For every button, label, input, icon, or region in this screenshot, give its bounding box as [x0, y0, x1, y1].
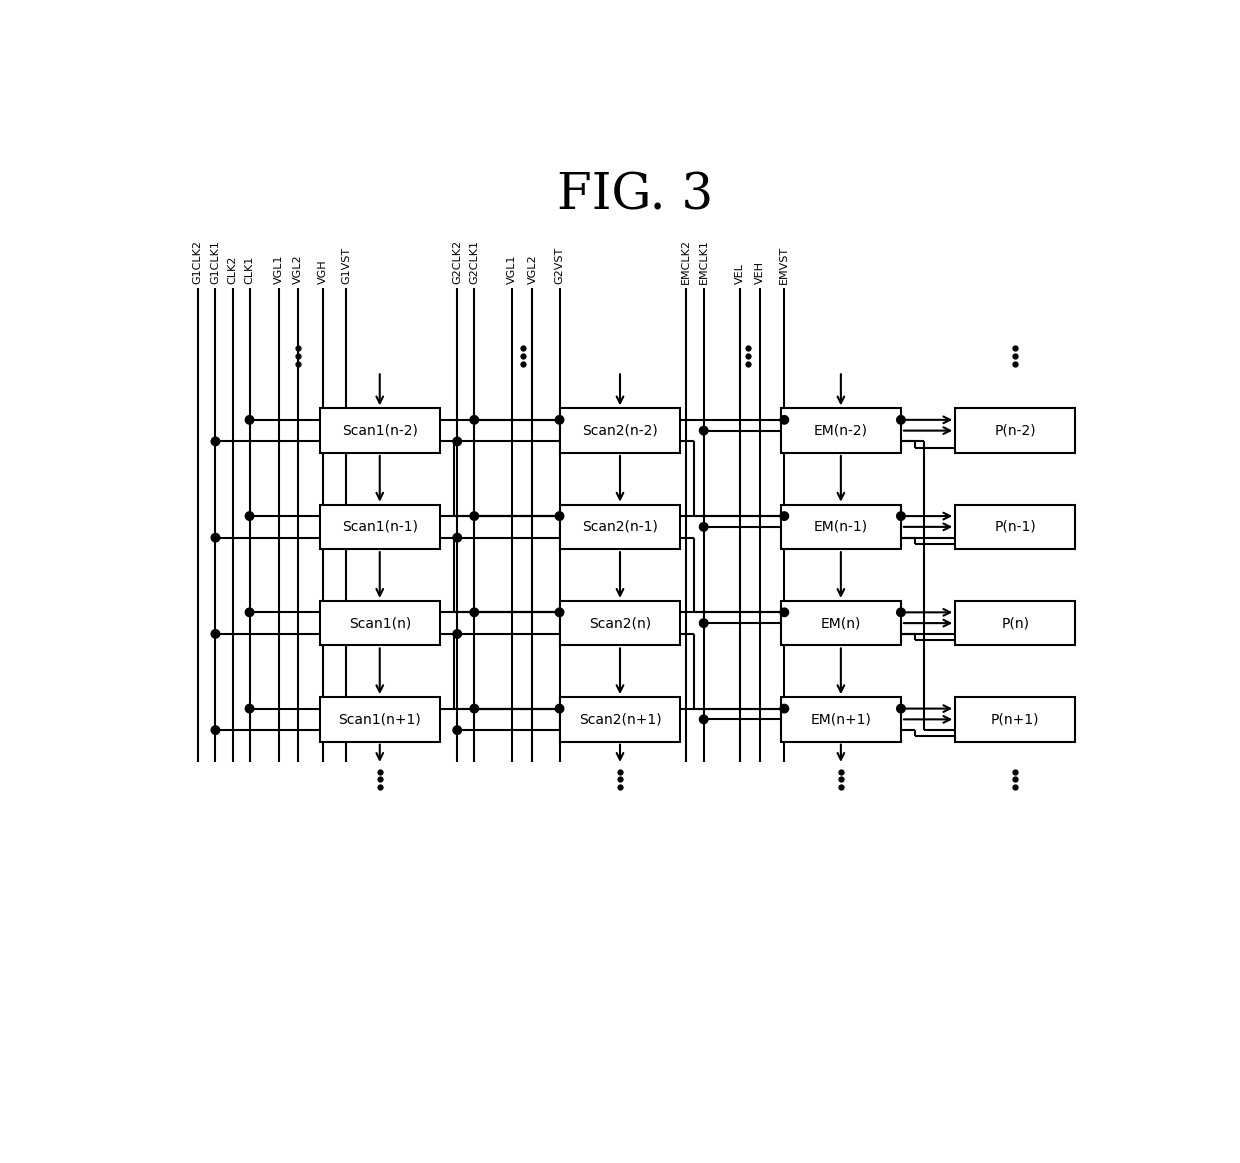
Bar — [955, 505, 1075, 549]
Bar — [781, 601, 901, 645]
Circle shape — [780, 608, 789, 616]
Text: VEH: VEH — [754, 262, 765, 284]
Circle shape — [470, 705, 479, 713]
Circle shape — [453, 534, 461, 542]
Text: G1VST: G1VST — [341, 248, 351, 284]
Text: G2CLK1: G2CLK1 — [469, 241, 480, 284]
Text: FIG. 3: FIG. 3 — [557, 171, 714, 221]
Text: Scan1(n-1): Scan1(n-1) — [342, 520, 418, 534]
Circle shape — [780, 512, 789, 520]
Circle shape — [556, 705, 564, 713]
Text: EMCLK2: EMCLK2 — [681, 240, 691, 284]
Circle shape — [699, 619, 708, 627]
Circle shape — [699, 522, 708, 531]
Text: EM(n-1): EM(n-1) — [813, 520, 868, 534]
Circle shape — [453, 726, 461, 734]
Text: P(n-1): P(n-1) — [994, 520, 1037, 534]
Text: G2VST: G2VST — [554, 247, 564, 284]
Bar — [781, 505, 901, 549]
Text: P(n-2): P(n-2) — [994, 423, 1037, 437]
Circle shape — [453, 437, 461, 445]
Circle shape — [556, 608, 564, 616]
Circle shape — [897, 415, 905, 424]
Circle shape — [556, 415, 564, 424]
Bar — [955, 601, 1075, 645]
Circle shape — [246, 705, 254, 713]
Circle shape — [699, 715, 708, 723]
Text: G1CLK2: G1CLK2 — [192, 241, 202, 284]
Bar — [560, 505, 680, 549]
Text: Scan1(n): Scan1(n) — [348, 616, 410, 630]
Bar — [560, 408, 680, 452]
Text: Scan2(n-1): Scan2(n-1) — [582, 520, 658, 534]
Circle shape — [897, 512, 905, 520]
Text: P(n): P(n) — [1001, 616, 1029, 630]
Text: VGL2: VGL2 — [294, 255, 304, 284]
Text: Scan2(n-2): Scan2(n-2) — [582, 423, 658, 437]
Text: EM(n): EM(n) — [821, 616, 861, 630]
Text: P(n+1): P(n+1) — [991, 713, 1039, 727]
Bar — [320, 408, 440, 452]
Circle shape — [453, 629, 461, 638]
Bar — [781, 697, 901, 742]
Text: VGL1: VGL1 — [274, 255, 284, 284]
Circle shape — [246, 415, 254, 424]
Circle shape — [246, 608, 254, 616]
Text: VGH: VGH — [319, 259, 329, 284]
Text: EM(n-2): EM(n-2) — [813, 423, 868, 437]
Text: VEL: VEL — [735, 264, 745, 284]
Circle shape — [211, 437, 219, 445]
Circle shape — [897, 705, 905, 713]
Bar — [955, 408, 1075, 452]
Circle shape — [211, 534, 219, 542]
Bar — [320, 505, 440, 549]
Text: G2CLK2: G2CLK2 — [453, 241, 463, 284]
Text: Scan1(n-2): Scan1(n-2) — [342, 423, 418, 437]
Bar — [320, 697, 440, 742]
Circle shape — [699, 427, 708, 435]
Text: VGL1: VGL1 — [506, 255, 517, 284]
Text: VGL2: VGL2 — [527, 255, 537, 284]
Circle shape — [470, 608, 479, 616]
Bar — [320, 601, 440, 645]
Text: EMCLK1: EMCLK1 — [698, 240, 709, 284]
Circle shape — [211, 629, 219, 638]
Text: Scan2(n): Scan2(n) — [589, 616, 651, 630]
Circle shape — [246, 512, 254, 520]
Text: Scan1(n+1): Scan1(n+1) — [339, 713, 422, 727]
Circle shape — [470, 415, 479, 424]
Text: G1CLK1: G1CLK1 — [211, 241, 221, 284]
Circle shape — [780, 415, 789, 424]
Text: CLK2: CLK2 — [227, 256, 238, 284]
Text: CLK1: CLK1 — [244, 256, 254, 284]
Circle shape — [470, 512, 479, 520]
Bar — [781, 408, 901, 452]
Bar — [560, 601, 680, 645]
Text: Scan2(n+1): Scan2(n+1) — [579, 713, 661, 727]
Bar — [560, 697, 680, 742]
Text: EMVST: EMVST — [779, 247, 790, 284]
Text: EM(n+1): EM(n+1) — [811, 713, 872, 727]
Circle shape — [211, 726, 219, 734]
Circle shape — [556, 512, 564, 520]
Circle shape — [780, 705, 789, 713]
Circle shape — [897, 608, 905, 616]
Bar — [955, 697, 1075, 742]
